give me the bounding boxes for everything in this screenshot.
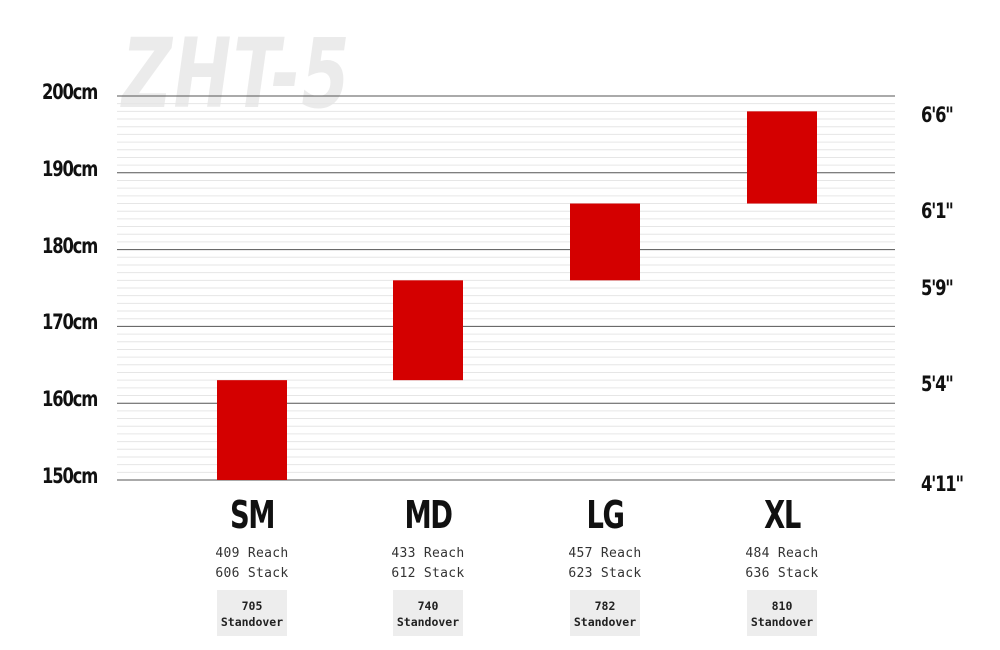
size-label-xl: XL [764,493,801,537]
stack-value: 606 Stack [215,566,289,581]
reach-value: 409 Reach [215,546,289,561]
standover-label: Standover [750,615,814,629]
reach-value: 433 Reach [391,546,465,561]
y-tick-left: 160cm [42,387,98,412]
geometry-specs: 457 Reach 623 Stack [535,544,675,584]
y-tick-left: 170cm [42,310,98,335]
standover-badge: 782 Standover [570,590,640,636]
model-watermark: ZHT-5 [122,18,351,130]
y-tick-right: 6'1" [921,199,954,224]
y-tick-left: 180cm [42,233,98,258]
geometry-specs: 433 Reach 612 Stack [358,544,498,584]
standover-value: 782 [594,599,616,613]
standover-label: Standover [220,615,284,629]
standover-badge: 740 Standover [393,590,463,636]
standover-label: Standover [573,615,637,629]
standover-badge: 705 Standover [217,590,287,636]
size-label-sm: SM [229,493,275,537]
y-tick-left: 190cm [42,156,98,181]
standover-value: 810 [771,599,793,613]
geometry-specs: 409 Reach 606 Stack [182,544,322,584]
y-tick-right: 5'9" [921,276,954,301]
height-range-bars [217,111,817,480]
reach-value: 484 Reach [745,546,819,561]
bar-md [393,280,463,381]
standover-value: 740 [417,599,439,613]
bar-xl [747,111,817,204]
bar-lg [570,203,640,281]
y-tick-left: 150cm [42,464,98,488]
size-label-md: MD [404,493,452,537]
standover-value: 705 [241,599,263,613]
standover-badge: 810 Standover [747,590,817,636]
geometry-specs: 484 Reach 636 Stack [712,544,852,584]
standover-label: Standover [396,615,460,629]
size-label-lg: LG [586,493,624,537]
stack-value: 623 Stack [568,566,642,581]
bar-sm [217,380,287,480]
y-tick-right: 5'4" [921,372,954,397]
stack-value: 612 Stack [391,566,465,581]
reach-value: 457 Reach [568,546,642,561]
stack-value: 636 Stack [745,566,819,581]
y-tick-left: 200cm [42,80,98,104]
y-tick-right: 4'11" [921,472,964,496]
y-tick-right: 6'6" [921,103,954,128]
